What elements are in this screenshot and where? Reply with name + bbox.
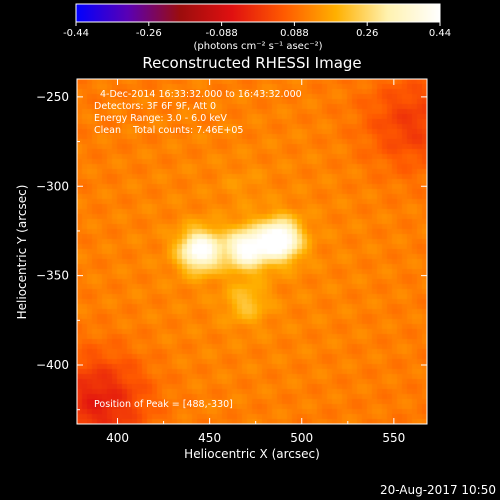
y-tick-label: −250: [36, 90, 69, 104]
x-axis-label: Heliocentric X (arcsec): [184, 447, 320, 461]
colorbar-tick-label: 0.26: [356, 28, 378, 39]
colorbar: -0.44 -0.26 -0.088 0.088 0.26 0.44 (photons c…: [63, 3, 451, 52]
annotation-time-range: 4-Dec-2014 16:33:32.000 to 16:43:32.000: [100, 89, 302, 100]
colorbar-ticks: -0.44 -0.26 -0.088 0.088 0.26 0.44: [63, 22, 451, 39]
colorbar-tick-label: -0.44: [63, 28, 89, 39]
annotation-detectors: Detectors: 3F 6F 9F, Att 0: [94, 101, 216, 112]
plot-area: 400 450 500 550 −250 −300 −350 −400: [36, 78, 428, 445]
heatmap-image-container: [77, 79, 427, 424]
colorbar-tick-label: -0.088: [205, 28, 237, 39]
x-tick-label: 500: [290, 431, 313, 445]
annotation-clean-counts: Clean Total counts: 7.46E+05: [94, 125, 243, 136]
chart-title: Reconstructed RHESSI Image: [142, 54, 361, 72]
x-tick-label: 450: [198, 431, 221, 445]
colorbar-tick-label: 0.088: [280, 28, 309, 39]
x-tick-label: 400: [106, 431, 129, 445]
y-tick-label: −300: [36, 179, 69, 193]
axis-ticks: 400 450 500 550 −250 −300 −350 −400: [36, 79, 427, 445]
heatmap-image: [77, 79, 427, 424]
x-tick-label: 550: [382, 431, 405, 445]
colorbar-unit-label: (photons cm⁻² s⁻¹ asec⁻²): [193, 41, 322, 52]
plot-frame: [76, 78, 428, 425]
colorbar-gradient: [75, 3, 441, 23]
colorbar-tick-label: 0.44: [429, 28, 451, 39]
y-tick-label: −400: [36, 358, 69, 372]
y-tick-label: −350: [36, 269, 69, 283]
annotation-energy: Energy Range: 3.0 - 6.0 keV: [94, 113, 227, 124]
annotation-peak-position: Position of Peak = [488,-330]: [94, 399, 233, 410]
y-axis-label: Heliocentric Y (arcsec): [15, 185, 29, 320]
footer-timestamp: 20-Aug-2017 10:50: [380, 483, 496, 497]
colorbar-tick-label: -0.26: [136, 28, 162, 39]
annotations: 4-Dec-2014 16:33:32.000 to 16:43:32.000 …: [94, 89, 302, 410]
